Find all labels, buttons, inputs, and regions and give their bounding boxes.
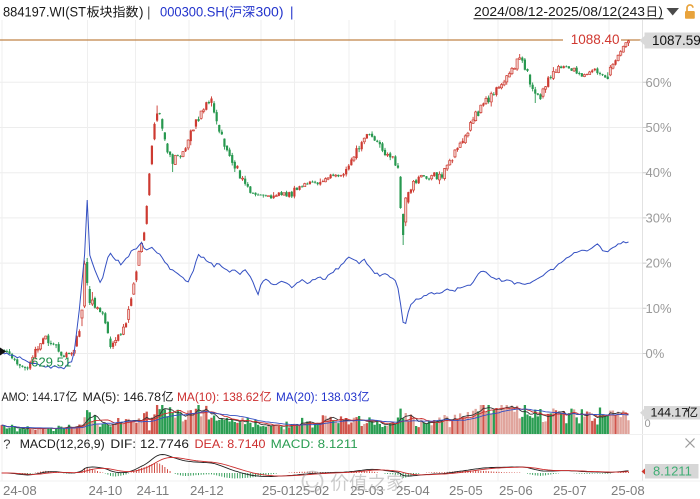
svg-text:): ) <box>139 5 144 20</box>
svg-text:50%: 50% <box>646 120 672 135</box>
svg-text:25-02: 25-02 <box>296 483 330 498</box>
svg-text:DEA: 8.7140: DEA: 8.7140 <box>195 437 266 451</box>
svg-text:25-05: 25-05 <box>449 483 483 498</box>
svg-text:24-11: 24-11 <box>137 483 170 498</box>
svg-text:MA(5): 146.78: MA(5): 146.78 <box>83 390 162 404</box>
svg-text:10%: 10% <box>646 301 672 316</box>
svg-text:0: 0 <box>645 418 651 430</box>
svg-text:): ) <box>659 4 663 19</box>
svg-text:25-07: 25-07 <box>553 483 587 498</box>
svg-text:24-08: 24-08 <box>3 483 37 498</box>
svg-text:?: ? <box>3 437 10 452</box>
svg-text:25-01: 25-01 <box>262 483 296 498</box>
svg-text:MA(10): 138.62: MA(10): 138.62 <box>177 390 259 404</box>
svg-text:25-08: 25-08 <box>611 483 645 498</box>
svg-text:8.1211: 8.1211 <box>653 464 692 479</box>
svg-text:30%: 30% <box>646 210 672 225</box>
svg-text:884197.WI(ST: 884197.WI(ST <box>3 5 86 20</box>
svg-text:629.51: 629.51 <box>31 355 71 370</box>
svg-text:DIF: 12.7746: DIF: 12.7746 <box>110 437 189 451</box>
svg-text:MACD: 8.1211: MACD: 8.1211 <box>271 437 358 451</box>
svg-text:300): 300) <box>256 5 284 20</box>
svg-text:24-10: 24-10 <box>89 483 123 498</box>
svg-text:25-04: 25-04 <box>396 483 430 498</box>
svg-text:AMO: 144.17: AMO: 144.17 <box>2 390 66 404</box>
svg-text:000300.SH(: 000300.SH( <box>160 5 229 20</box>
svg-text:20%: 20% <box>646 256 672 271</box>
svg-text:144.17: 144.17 <box>651 406 689 420</box>
svg-text:60%: 60% <box>646 75 672 90</box>
svg-text:24-12: 24-12 <box>190 483 224 498</box>
svg-text:1088.40: 1088.40 <box>571 32 620 47</box>
svg-text:40%: 40% <box>646 165 672 180</box>
svg-text:|: | <box>290 5 294 20</box>
svg-text:|: | <box>147 5 151 20</box>
svg-text:MA(20): 138.03: MA(20): 138.03 <box>276 390 357 404</box>
svg-text:1087.59: 1087.59 <box>652 33 700 48</box>
svg-text:MACD(12,26,9): MACD(12,26,9) <box>20 437 105 451</box>
svg-text:2024/08/12-2025/08/12(243: 2024/08/12-2025/08/12(243 <box>474 4 645 19</box>
svg-text:0%: 0% <box>646 346 665 361</box>
svg-text:25-06: 25-06 <box>499 483 533 498</box>
